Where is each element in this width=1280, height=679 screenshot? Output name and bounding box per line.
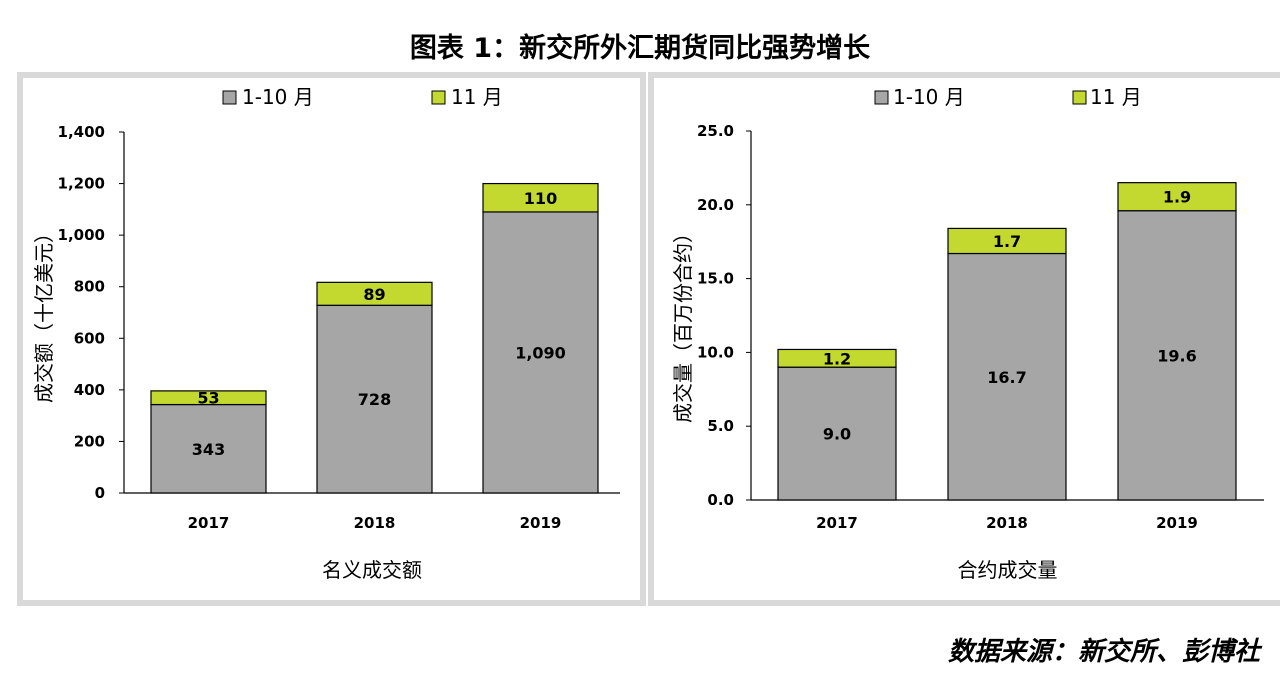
x-tick-label: 2019 <box>1156 514 1198 532</box>
y-tick-label: 5.0 <box>707 417 734 435</box>
legend-swatch <box>874 90 889 105</box>
data-label: 343 <box>192 440 225 459</box>
y-tick-label: 0 <box>95 484 105 502</box>
bar-jan-oct-2019 <box>482 211 599 494</box>
legend-swatch <box>222 90 237 105</box>
x-axis-title: 合约成交量 <box>958 558 1058 582</box>
data-label: 1.7 <box>993 232 1021 251</box>
y-tick-label: 1,000 <box>58 226 105 244</box>
legend-label: 11 月 <box>1090 85 1142 109</box>
x-axis-title: 名义成交额 <box>322 558 422 582</box>
chart-frame-left: 0 200 400 600 800 1,000 1,200 1,400 343 53 2017 728… <box>17 72 646 606</box>
bar-jan-oct-2018 <box>316 304 433 494</box>
data-label: 9.0 <box>823 425 851 444</box>
legend-swatch <box>1072 90 1087 105</box>
x-tick-label: 2018 <box>354 514 396 532</box>
data-label: 16.7 <box>987 368 1026 387</box>
chart-panel-left: 0 200 400 600 800 1,000 1,200 1,400 343 53 2017 728… <box>23 78 640 600</box>
bar-nov-2017 <box>150 390 267 406</box>
data-label: 1.2 <box>823 349 851 368</box>
legend-label: 1-10 月 <box>893 85 965 109</box>
source-note: 数据来源：新交所、彭博社 <box>947 637 1260 667</box>
figure-title: 图表 1：新交所外汇期货同比强势增长 <box>409 33 871 64</box>
y-tick-label: 10.0 <box>697 343 734 361</box>
data-label: 53 <box>197 389 219 408</box>
bar-nov-2019 <box>482 182 599 213</box>
y-tick-label: 15.0 <box>697 270 734 288</box>
chart-panel-right: 0.0 5.0 10.0 15.0 20.0 25.0 9.0 1.2 2017 16.7 1.7 2… <box>654 78 1280 600</box>
data-label: 728 <box>358 390 391 409</box>
x-tick-label: 2017 <box>188 514 230 532</box>
chart-notional-value: 0 200 400 600 800 1,000 1,200 1,400 343 53 2017 728… <box>32 85 620 582</box>
legend-label: 11 月 <box>451 85 503 109</box>
y-tick-label: 400 <box>74 381 105 399</box>
legend-label: 1-10 月 <box>242 85 314 109</box>
legend-swatch <box>431 90 446 105</box>
bar-nov-2017 <box>777 348 897 368</box>
y-axis-title: 成交额（十亿美元） <box>32 223 56 403</box>
bar-nov-2019 <box>1117 182 1237 212</box>
y-tick-label: 1,200 <box>58 175 105 193</box>
x-tick-label: 2017 <box>816 514 858 532</box>
bar-nov-2018 <box>316 281 433 306</box>
bar-jan-oct-2017 <box>777 366 897 501</box>
y-tick-label: 25.0 <box>697 122 734 140</box>
y-tick-label: 200 <box>74 432 105 450</box>
y-tick-label: 0.0 <box>707 491 734 509</box>
y-tick-label: 1,400 <box>58 123 105 141</box>
data-label: 1,090 <box>515 343 566 362</box>
data-label: 19.6 <box>1157 346 1196 365</box>
data-label: 1.9 <box>1163 188 1191 207</box>
bar-jan-oct-2019 <box>1117 210 1237 501</box>
y-tick-label: 800 <box>74 278 105 296</box>
bar-jan-oct-2018 <box>947 252 1067 501</box>
data-label: 110 <box>524 189 557 208</box>
y-tick-label: 20.0 <box>697 196 734 214</box>
chart-contract-volume: 0.0 5.0 10.0 15.0 20.0 25.0 9.0 1.2 2017 16.7 1.7 2… <box>671 85 1264 582</box>
y-axis-title: 成交量（百万份合约） <box>671 223 695 423</box>
x-tick-label: 2019 <box>520 514 562 532</box>
chart-frame-right: 0.0 5.0 10.0 15.0 20.0 25.0 9.0 1.2 2017 16.7 1.7 2… <box>648 72 1280 606</box>
x-tick-label: 2018 <box>986 514 1028 532</box>
data-label: 89 <box>363 285 385 304</box>
bar-nov-2018 <box>947 227 1067 255</box>
y-tick-label: 600 <box>74 329 105 347</box>
